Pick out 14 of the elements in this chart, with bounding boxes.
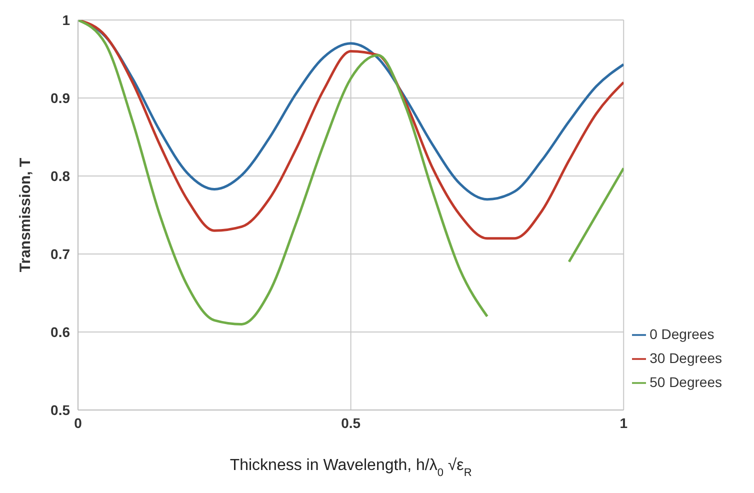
x-axis-title: Thickness in Wavelength, h/λ$_{0}$ √ε$_{R}$: [230, 457, 472, 479]
legend-label: 50 Degrees: [650, 374, 722, 390]
y-tick-label: 0.9: [50, 90, 70, 106]
y-tick-label: 0.7: [50, 246, 70, 262]
x-tick-label: 1: [620, 414, 628, 431]
x-tick-label: 0: [74, 414, 82, 431]
legend-label: 30 Degrees: [650, 350, 722, 366]
y-tick-label: 0.6: [50, 324, 70, 340]
y-tick-label: 0.8: [50, 168, 70, 184]
y-tick-label: 1: [62, 12, 70, 28]
legend-label: 0 Degrees: [650, 326, 714, 342]
x-tick-label: 0.5: [341, 414, 361, 431]
y-axis-title: Transmission, T: [17, 158, 34, 272]
y-tick-label: 0.5: [50, 402, 70, 418]
